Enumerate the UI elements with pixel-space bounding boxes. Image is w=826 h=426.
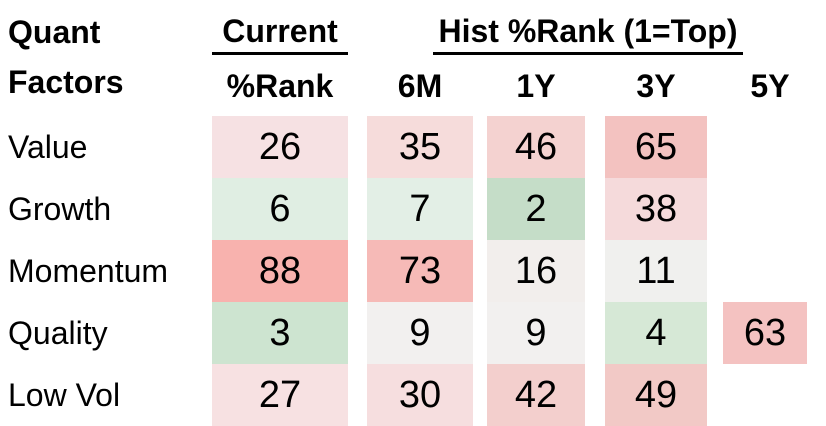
heatmap-cell: 49 — [605, 364, 707, 426]
column-header-6m: 6M — [397, 68, 443, 104]
heatmap-cell: 63 — [723, 302, 807, 364]
heatmap-cell: 42 — [487, 364, 585, 426]
heatmap-cell: 3 — [212, 302, 348, 364]
column-group-hist-rank: Hist %Rank (1=Top) — [433, 10, 743, 55]
column-group-current: Current — [212, 10, 348, 55]
column-header-3y: 3Y — [636, 68, 676, 104]
heatmap-cell: 73 — [367, 240, 473, 302]
heatmap-cell: 11 — [605, 240, 707, 302]
row-label: Growth — [8, 191, 112, 227]
column-header-1y: 1Y — [516, 68, 556, 104]
heatmap-cell: 26 — [212, 116, 348, 178]
heatmap-cell: 35 — [367, 116, 473, 178]
heatmap-cell: 2 — [487, 178, 585, 240]
heatmap-cell: 16 — [487, 240, 585, 302]
heatmap-cell: 38 — [605, 178, 707, 240]
heatmap-cell: 9 — [367, 302, 473, 364]
heatmap-cell: 65 — [605, 116, 707, 178]
heatmap-cell: 46 — [487, 116, 585, 178]
row-label: Low Vol — [8, 377, 121, 413]
heatmap-cell: 4 — [605, 302, 707, 364]
table-title-line1: Quant — [8, 14, 101, 50]
heatmap-cell: 88 — [212, 240, 348, 302]
heatmap-cell: 30 — [367, 364, 473, 426]
row-label: Momentum — [8, 253, 169, 289]
heatmap-cell: 7 — [367, 178, 473, 240]
column-header-percent-rank: %Rank — [226, 68, 334, 104]
heatmap-cell: 9 — [487, 302, 585, 364]
column-header-5y: 5Y — [750, 68, 790, 104]
table-title-line2: Factors — [8, 64, 124, 100]
row-label: Quality — [8, 315, 108, 351]
row-label: Value — [8, 129, 88, 165]
heatmap-cell: 27 — [212, 364, 348, 426]
heatmap-cell: 6 — [212, 178, 348, 240]
